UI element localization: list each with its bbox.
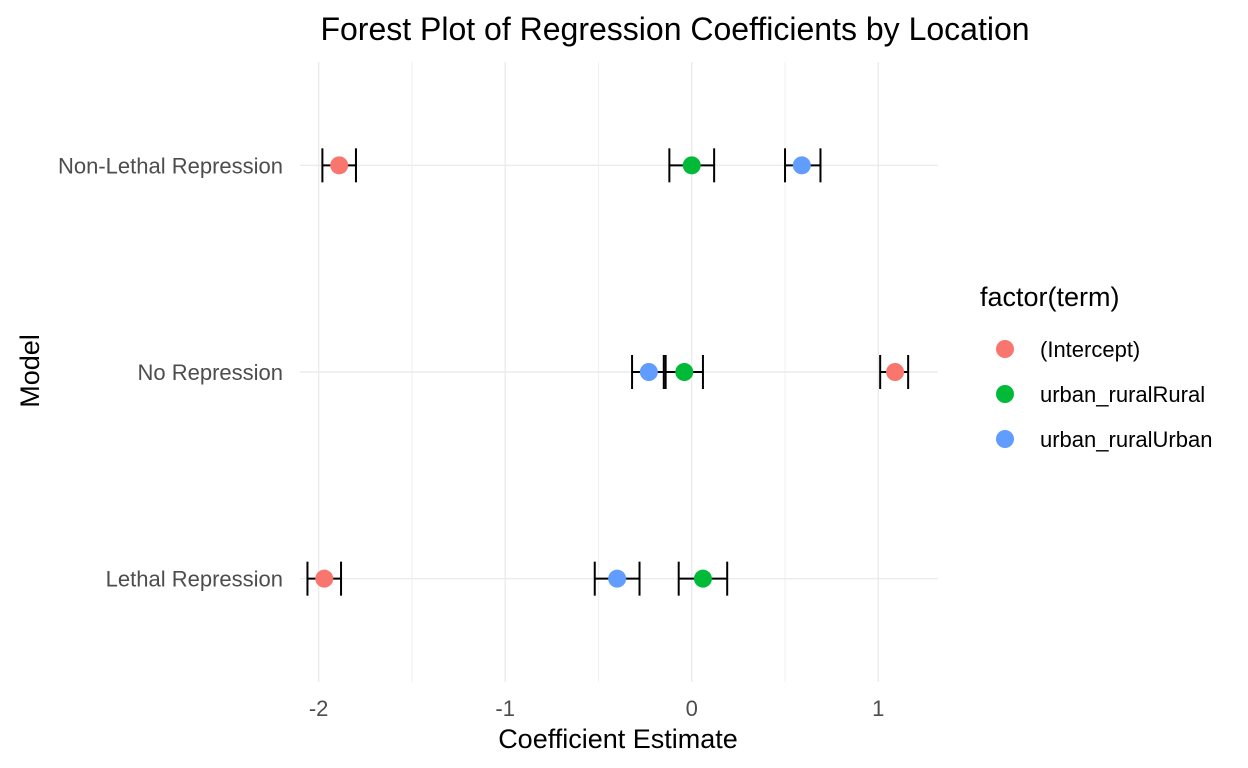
x-tick-label: -2 <box>309 696 329 721</box>
point-estimate <box>682 156 701 175</box>
point-estimate <box>608 569 627 588</box>
point-estimate <box>693 569 712 588</box>
x-axis-label: Coefficient Estimate <box>498 724 738 754</box>
y-tick-label: No Repression <box>137 360 283 385</box>
legend-key-marker <box>996 385 1014 403</box>
point-estimate <box>886 363 905 381</box>
y-axis-label: Model <box>15 334 45 408</box>
legend: factor(term) (Intercept) urban_ruralRural… <box>980 282 1212 452</box>
point-estimate <box>792 156 811 175</box>
point-estimate <box>315 569 334 588</box>
legend-key-label: urban_ruralUrban <box>1040 427 1212 452</box>
x-tick-label: -1 <box>495 696 515 721</box>
chart-title: Forest Plot of Regression Coefficients b… <box>320 11 1029 47</box>
legend-key-label: urban_ruralRural <box>1040 382 1205 407</box>
y-tick-label: Lethal Repression <box>106 567 283 592</box>
legend-key-label: (Intercept) <box>1040 337 1140 362</box>
y-tick-label: Non-Lethal Repression <box>58 153 283 178</box>
error-bars <box>306 148 910 596</box>
data-points <box>315 156 905 588</box>
point-estimate <box>639 363 658 381</box>
point-estimate <box>330 156 349 175</box>
x-axis-tick-labels: -2 -1 0 1 <box>309 696 885 721</box>
y-axis-tick-labels: Lethal Repression No Repression Non-Lethal… <box>58 153 283 591</box>
legend-key-marker <box>996 340 1014 358</box>
legend-keys: (Intercept) urban_ruralRural urban_ruralUr… <box>996 337 1212 452</box>
legend-title: factor(term) <box>980 282 1120 312</box>
x-tick-label: 0 <box>686 696 698 721</box>
x-tick-label: 1 <box>872 696 884 721</box>
point-estimate <box>675 363 694 381</box>
legend-key-marker <box>996 430 1014 448</box>
